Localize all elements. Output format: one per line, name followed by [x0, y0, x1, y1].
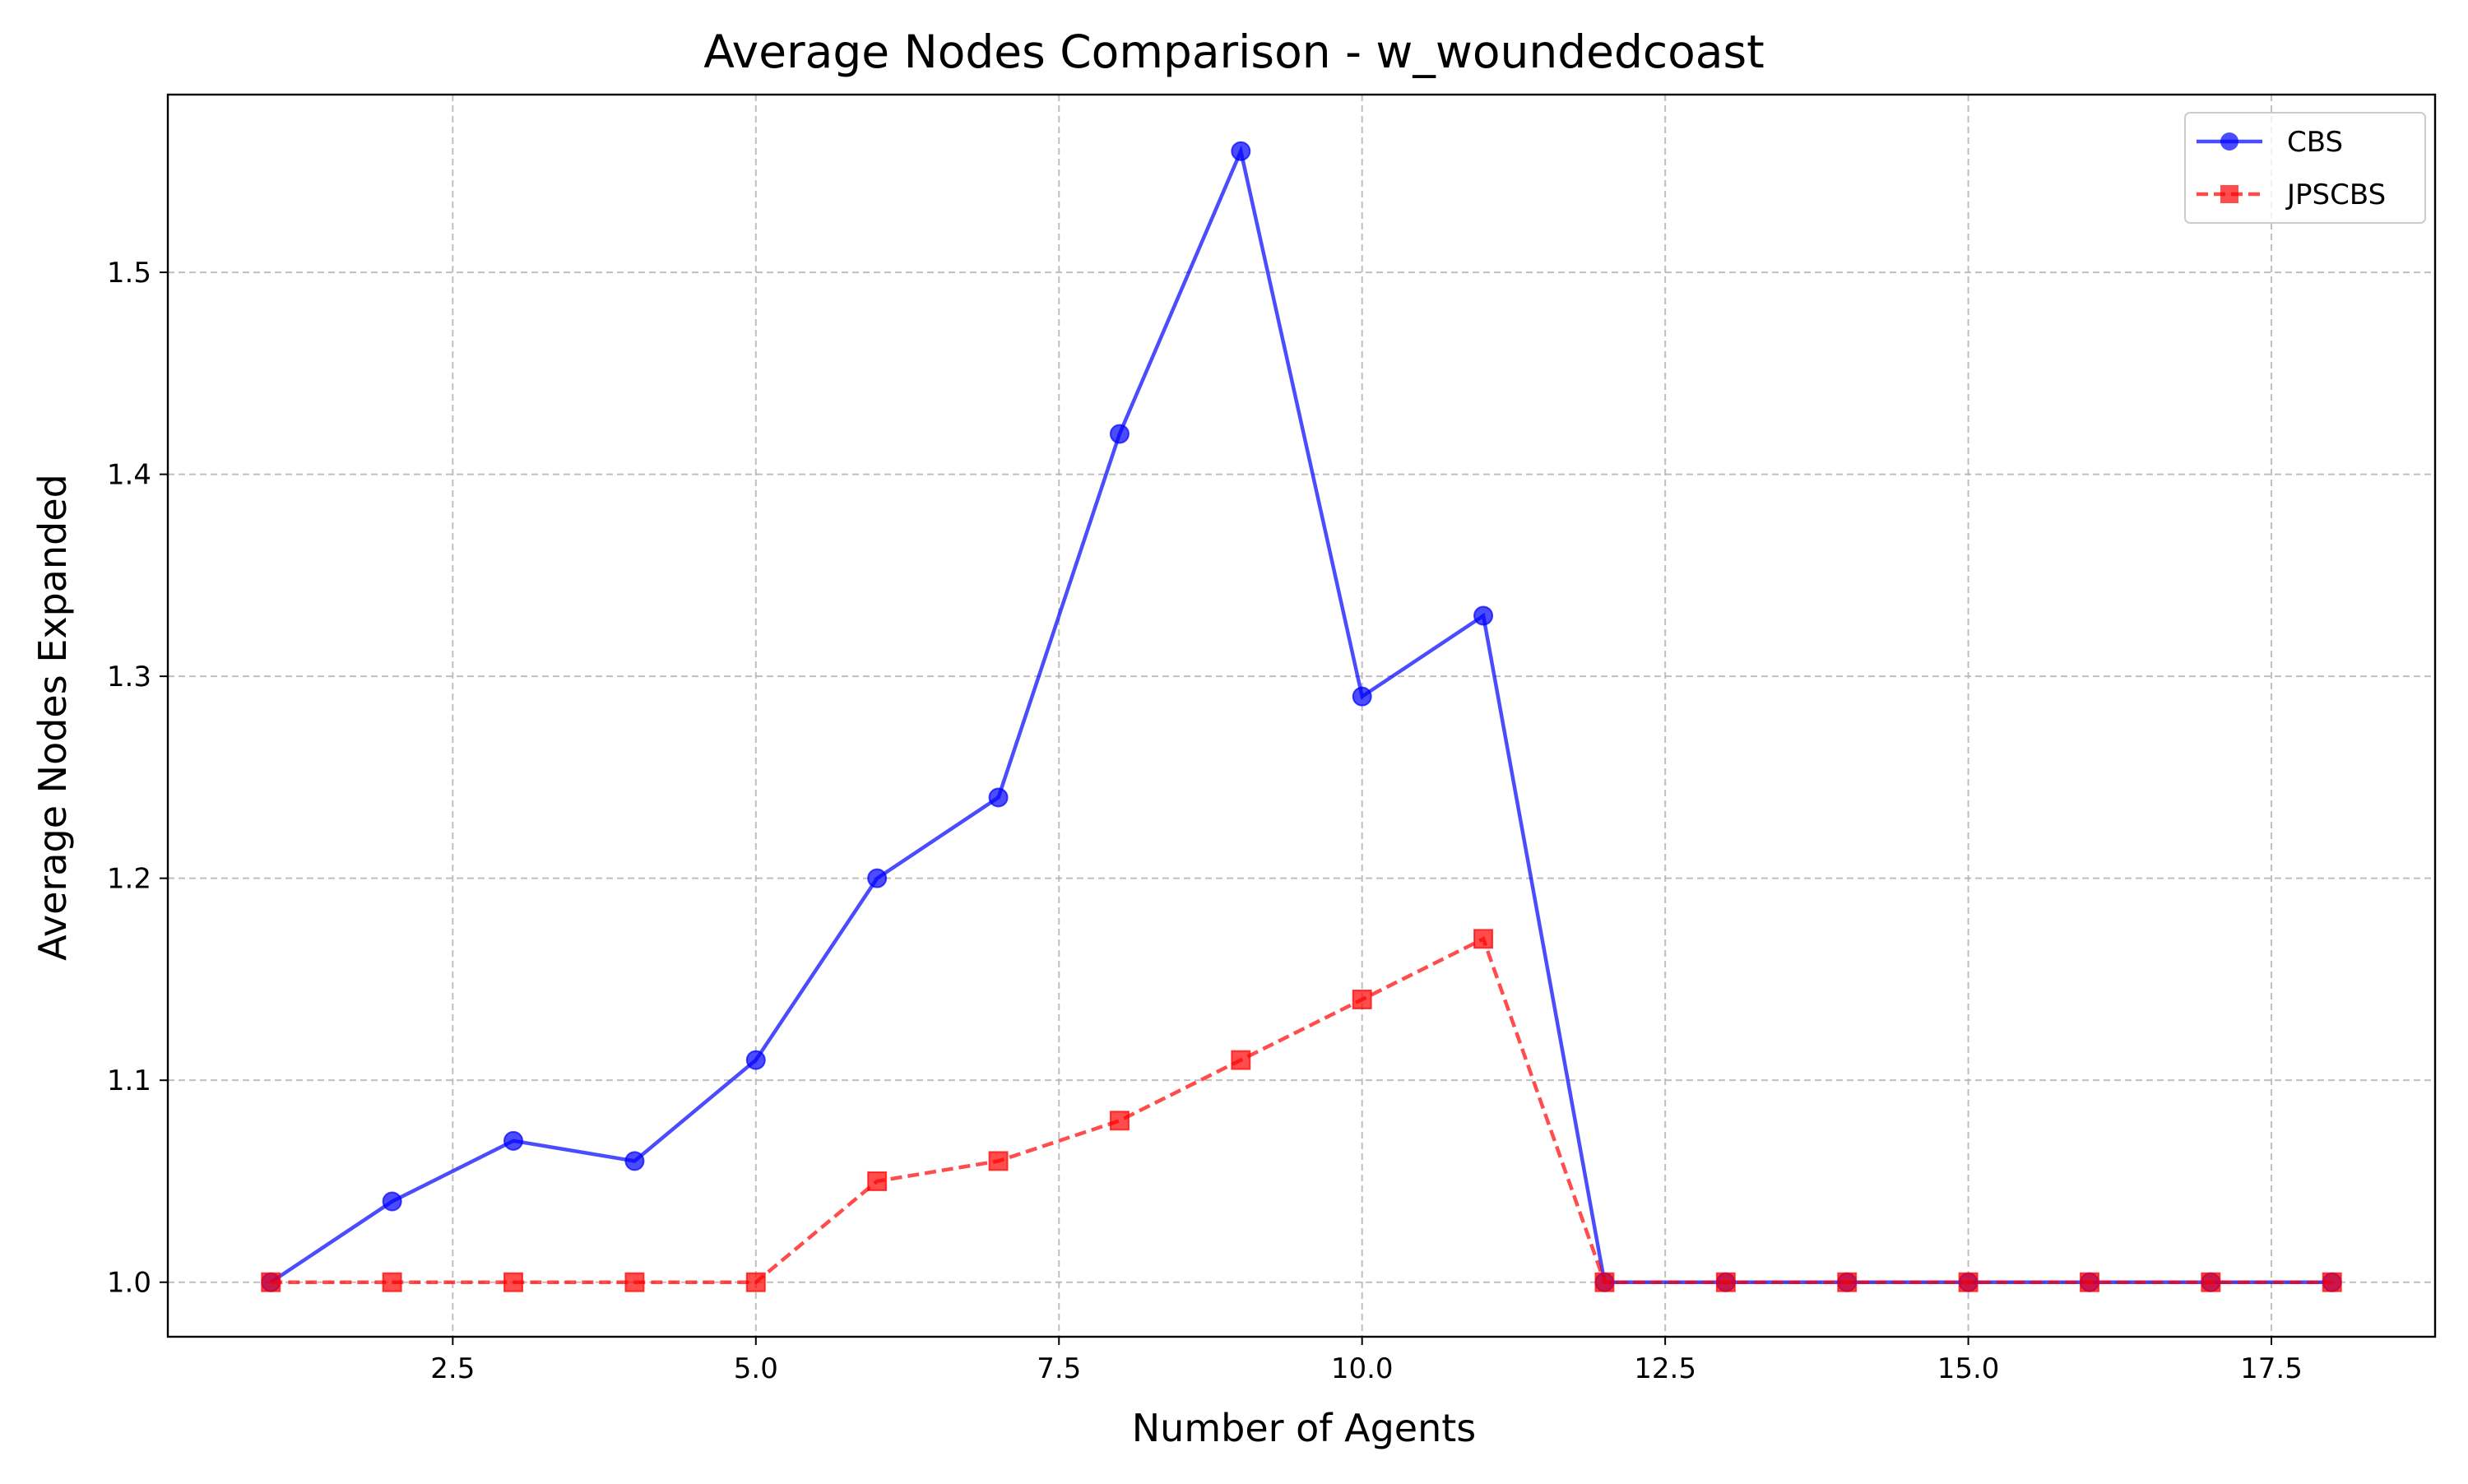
data-point-jpscbs — [2079, 1272, 2099, 1292]
data-point-jpscbs — [1109, 1111, 1130, 1131]
data-point-jpscbs — [745, 1272, 766, 1292]
data-point-jpscbs — [1594, 1272, 1615, 1292]
data-point-cbs — [503, 1130, 524, 1151]
x-tick-label: 7.5 — [1037, 1352, 1081, 1385]
data-point-jpscbs — [1837, 1272, 1858, 1292]
data-point-jpscbs — [1352, 989, 1372, 1009]
y-tick-label: 1.2 — [107, 863, 151, 896]
data-point-jpscbs — [624, 1272, 645, 1292]
y-tick-label: 1.0 — [107, 1267, 151, 1300]
x-tick-label: 5.0 — [734, 1352, 778, 1385]
data-point-cbs — [988, 787, 1009, 808]
legend: CBS JPSCBS — [2184, 112, 2426, 224]
y-tick-label: 1.5 — [107, 257, 151, 290]
y-tick-label: 1.4 — [107, 459, 151, 492]
x-tick-label: 17.5 — [2240, 1352, 2303, 1385]
data-point-cbs — [867, 868, 888, 888]
data-point-jpscbs — [1958, 1272, 1979, 1292]
legend-marker-jpscbs — [2220, 185, 2238, 203]
x-tick-label: 10.0 — [1331, 1352, 1394, 1385]
data-point-cbs — [1473, 605, 1494, 626]
data-point-jpscbs — [2322, 1272, 2342, 1292]
data-point-jpscbs — [867, 1171, 888, 1191]
data-point-cbs — [745, 1050, 766, 1070]
series-line-jpscbs — [271, 936, 2332, 1284]
x-tick-label: 12.5 — [1634, 1352, 1696, 1385]
data-point-jpscbs — [1231, 1050, 1251, 1070]
series-layer — [261, 141, 2342, 1292]
series-jpscbs — [261, 929, 2342, 1292]
data-point-jpscbs — [382, 1272, 402, 1292]
legend-item-cbs: CBS — [2197, 126, 2343, 159]
y-tick-label: 1.3 — [107, 661, 151, 693]
data-point-cbs — [1109, 424, 1130, 444]
data-point-jpscbs — [261, 1272, 281, 1292]
y-tick-label: 1.1 — [107, 1064, 151, 1097]
data-point-cbs — [1231, 141, 1251, 161]
data-point-cbs — [382, 1191, 402, 1212]
data-point-jpscbs — [1473, 929, 1494, 949]
data-point-jpscbs — [988, 1151, 1009, 1171]
data-point-jpscbs — [1715, 1272, 1736, 1292]
legend-label-cbs: CBS — [2287, 126, 2343, 159]
y-axis-label: Average Nodes Expanded — [30, 474, 75, 961]
legend-marker-cbs — [2220, 132, 2238, 151]
data-point-jpscbs — [2201, 1272, 2221, 1292]
x-tick-label: 15.0 — [1937, 1352, 2000, 1385]
x-axis-label: Number of Agents — [1132, 1406, 1477, 1450]
chart-title: Average Nodes Comparison - w_woundedcoas… — [703, 26, 1764, 78]
legend-label-jpscbs: JPSCBS — [2285, 179, 2386, 211]
data-point-cbs — [1352, 686, 1372, 707]
data-point-jpscbs — [503, 1272, 524, 1292]
data-point-cbs — [624, 1151, 645, 1171]
legend-item-jpscbs: JPSCBS — [2197, 179, 2386, 211]
plot-frame — [166, 93, 2437, 1338]
x-tick-label: 2.5 — [430, 1352, 475, 1385]
tick-layer: 2.5 5.0 7.5 10.0 12.5 15.0 17.5 1.0 1.1 1.2 1.3 1.4… — [107, 257, 2303, 1385]
grid-layer — [168, 95, 2435, 1337]
